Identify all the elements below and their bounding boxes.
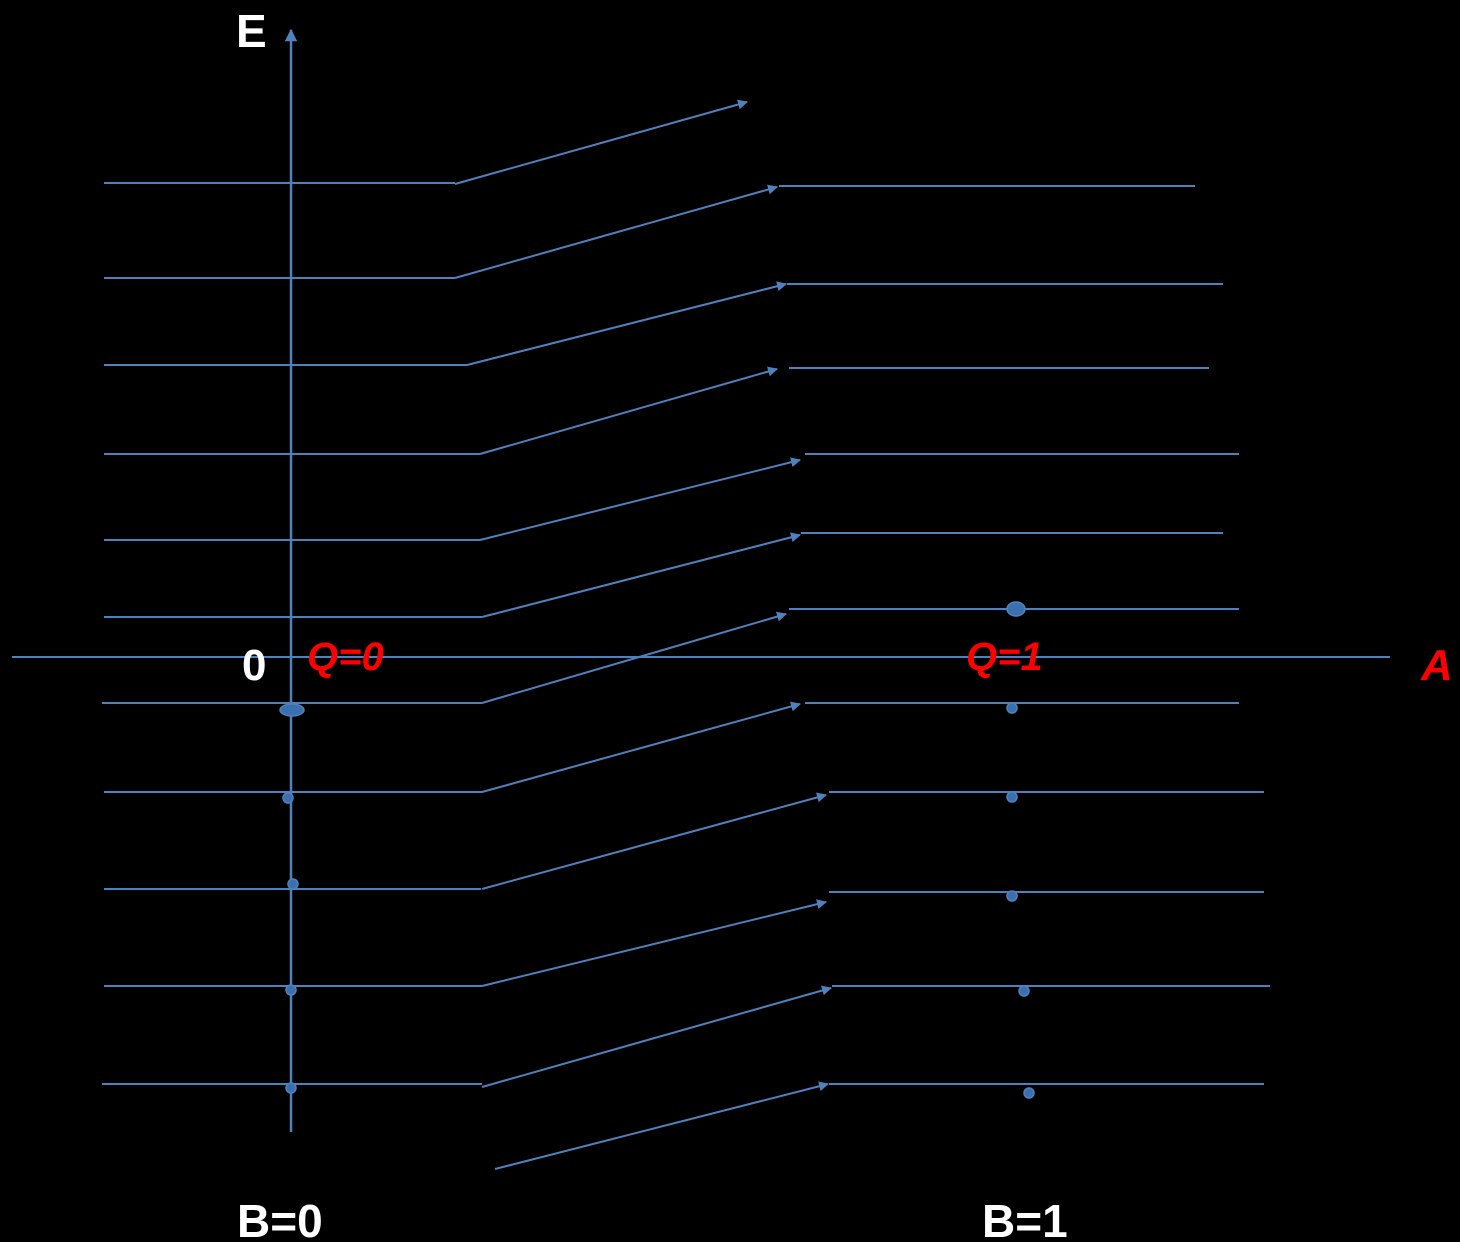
- transition-arrow: [481, 792, 827, 890]
- right-occupied-dot: [1023, 1087, 1035, 1099]
- origin-label: 0: [242, 641, 266, 690]
- transition-arrow: [466, 281, 787, 366]
- left-occupied-dot: [285, 984, 297, 996]
- transition-arrow: [481, 532, 801, 618]
- right-occupied-dot: [1006, 702, 1018, 714]
- transition-arrow: [454, 184, 778, 279]
- transition-arrow: [479, 366, 778, 455]
- occupied-state-dots: [279, 601, 1035, 1099]
- energy-axis-label: E: [236, 5, 267, 57]
- transition-arrow: [481, 701, 801, 793]
- transition-arrow: [481, 899, 827, 987]
- transition-arrows: [454, 99, 832, 1170]
- left-occupied-dot: [287, 878, 299, 890]
- b-right-label: B=1: [982, 1195, 1068, 1242]
- a-axis-label: A: [1420, 641, 1453, 690]
- b-left-label: B=0: [237, 1195, 323, 1242]
- transition-arrow: [454, 99, 748, 185]
- transition-arrow: [479, 457, 801, 541]
- left-occupied-dot: [282, 792, 294, 804]
- right-occupied-dot: [1018, 985, 1030, 997]
- right-energy-levels: [779, 185, 1270, 1085]
- q-right-label: Q=1: [966, 635, 1043, 679]
- transition-arrow: [481, 985, 832, 1088]
- q-left-label: Q=0: [307, 635, 384, 679]
- right-occupied-dot: [1006, 791, 1018, 803]
- transition-arrow: [481, 611, 787, 704]
- transition-arrow: [494, 1081, 829, 1170]
- right-occupied-dot: [1006, 890, 1018, 902]
- left-occupied-dot: [279, 703, 305, 717]
- right-occupied-dot: [1006, 601, 1026, 617]
- left-occupied-dot: [285, 1082, 297, 1094]
